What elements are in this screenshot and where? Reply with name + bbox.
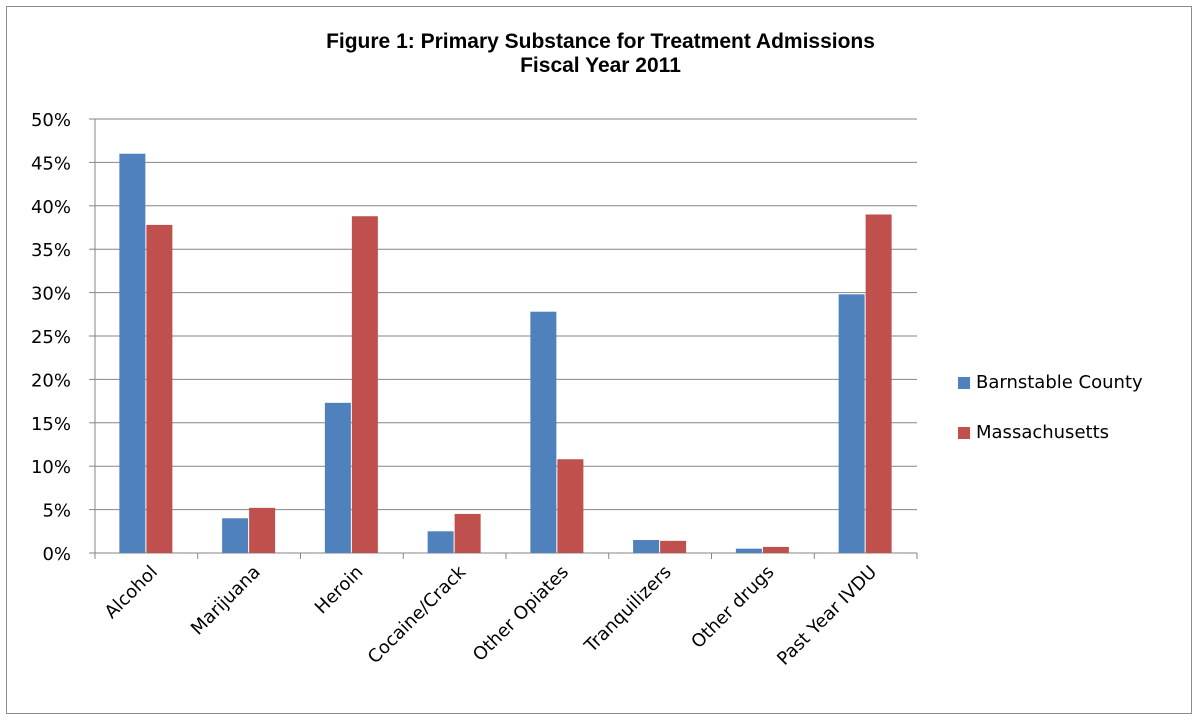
chart-title: Figure 1: Primary Substance for Treatmen… [326,30,875,53]
x-tick-label: Marijuana [187,562,265,640]
legend: Barnstable County Massachusetts [958,370,1143,470]
chart-frame [6,6,1192,714]
bar-massachusetts [660,540,687,553]
bar-massachusetts [557,459,584,553]
bar-barnstable [222,518,249,553]
y-tick-label: 20% [31,370,71,391]
bar-barnstable [838,294,865,553]
bar-barnstable [735,548,762,553]
x-tick-label: Past Year IVDU [773,562,881,670]
bar-barnstable [427,531,454,553]
bar-massachusetts [865,214,892,554]
x-tick-label: Cocaine/Crack [364,561,471,668]
bar-massachusetts [351,216,378,553]
bar-massachusetts [146,224,173,553]
chart-title-block: Figure 1: Primary Substance for Treatmen… [0,30,1201,78]
legend-swatch [958,376,970,389]
y-tick-label: 30% [31,284,71,305]
chart-subtitle: Fiscal Year 2011 [520,54,681,77]
x-tick-label: Alcohol [101,562,162,623]
legend-label: Massachusetts [976,422,1110,443]
y-tick-label: 5% [42,501,71,522]
x-tick-label: Heroin [311,562,368,619]
x-tick-label: Other Opiates [469,562,573,666]
y-tick-label: 35% [31,240,71,261]
x-tick-label: Other drugs [687,562,778,653]
bar-massachusetts [249,507,276,553]
legend-label: Barnstable County [976,372,1143,393]
y-tick-label: 40% [31,197,71,218]
legend-item-massachusetts: Massachusetts [958,420,1143,445]
bar-massachusetts [762,546,789,553]
y-tick-label: 15% [31,414,71,435]
bar-massachusetts [454,513,481,553]
y-tick-label: 45% [31,153,71,174]
y-tick-label: 10% [31,457,71,478]
x-tick-label: Tranquilizers [580,562,676,658]
legend-item-barnstable: Barnstable County [958,370,1143,395]
y-tick-label: 50% [31,110,71,131]
y-tick-label: 0% [42,544,71,565]
bar-barnstable [119,153,146,553]
bar-barnstable [324,402,351,553]
bar-barnstable [530,311,557,553]
legend-swatch [958,426,970,439]
y-tick-label: 25% [31,327,71,348]
bar-barnstable [633,539,660,553]
